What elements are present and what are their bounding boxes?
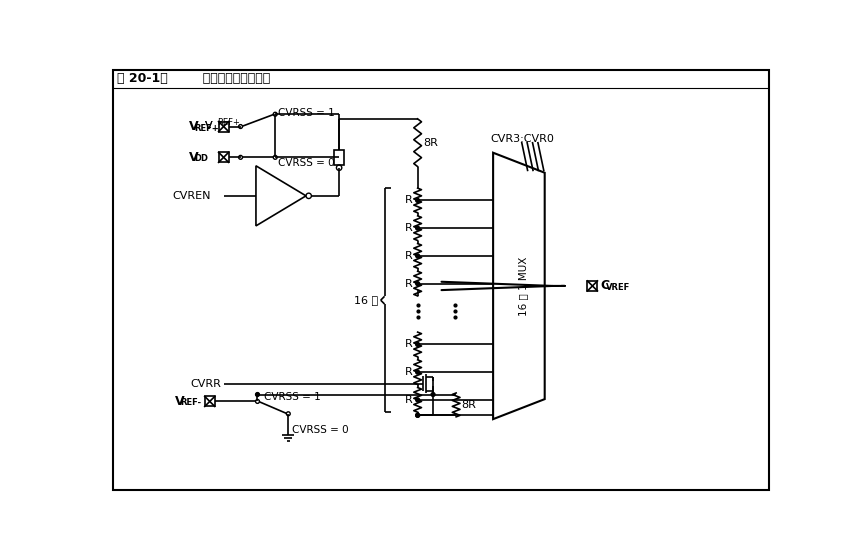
Text: DD: DD [194, 155, 208, 163]
Text: VREF: VREF [605, 283, 630, 292]
Circle shape [415, 413, 420, 417]
Text: V: V [189, 151, 199, 164]
Text: 16 选 1 MUX: 16 选 1 MUX [518, 257, 528, 316]
Bar [335, 150, 344, 165]
Circle shape [431, 393, 435, 397]
Text: REF+: REF+ [194, 124, 219, 132]
Text: R: R [404, 367, 412, 377]
Text: V: V [175, 395, 185, 408]
Text: CVRSS = 0: CVRSS = 0 [292, 425, 349, 435]
Text: R: R [404, 395, 412, 405]
Circle shape [415, 281, 420, 285]
Text: CVRR: CVRR [190, 379, 221, 389]
Text: V: V [206, 121, 212, 131]
Bar [218, 121, 229, 131]
Circle shape [415, 398, 420, 402]
Text: R: R [404, 223, 412, 233]
Text: V: V [189, 120, 199, 133]
Text: CVREN: CVREN [173, 191, 212, 201]
Text: CVR3:CVR0: CVR3:CVR0 [491, 134, 555, 144]
Text: R: R [404, 340, 412, 350]
Text: R: R [404, 196, 412, 206]
Circle shape [415, 198, 420, 202]
Circle shape [415, 342, 420, 346]
Bar [205, 397, 215, 407]
Circle shape [415, 254, 420, 258]
Text: R: R [404, 279, 412, 289]
Text: CVRSS = 0: CVRSS = 0 [279, 158, 335, 168]
Circle shape [415, 413, 420, 417]
Text: REF+: REF+ [218, 117, 240, 126]
Circle shape [415, 226, 420, 230]
Text: 8R: 8R [423, 138, 438, 148]
Bar [218, 152, 229, 162]
Text: 16 阶: 16 阶 [354, 295, 378, 305]
Circle shape [415, 370, 420, 374]
Text: CVRSS = 1: CVRSS = 1 [279, 107, 335, 117]
Text: V: V [206, 121, 212, 131]
Text: C: C [600, 279, 609, 293]
Text: R: R [404, 251, 412, 261]
Bar [587, 281, 598, 291]
Circle shape [255, 393, 260, 397]
Text: REF-: REF- [181, 398, 201, 408]
Text: CVRSS = 1: CVRSS = 1 [264, 392, 321, 402]
Text: 图 20-1：        比较器参考电压框图: 图 20-1： 比较器参考电压框图 [117, 73, 270, 85]
Text: 8R: 8R [462, 400, 476, 410]
